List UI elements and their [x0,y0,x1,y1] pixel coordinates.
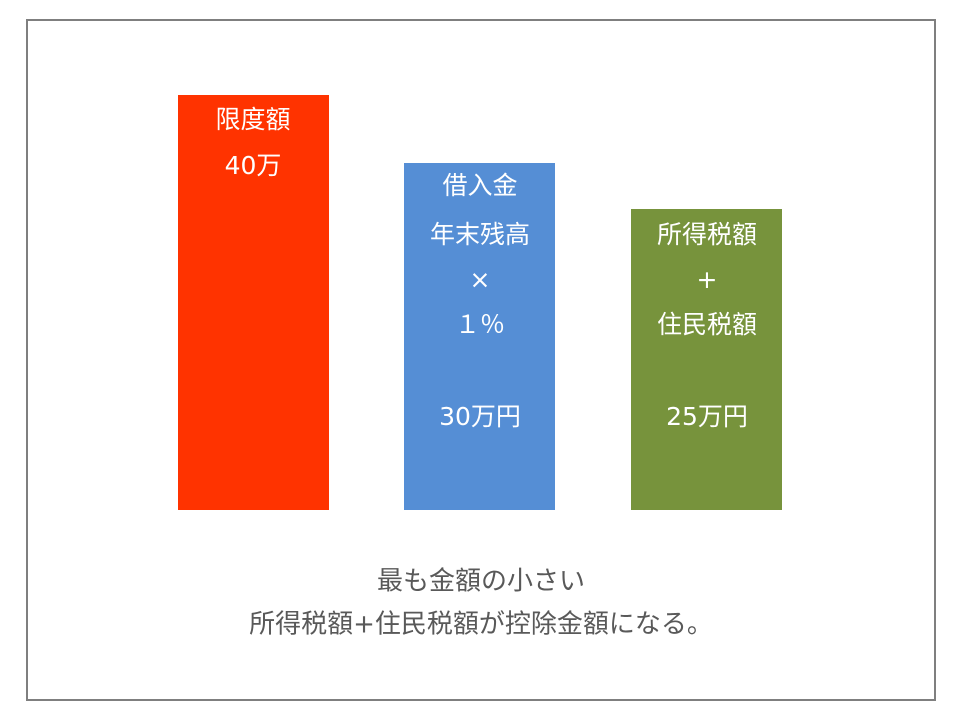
bar-amount: 25万円 [666,402,748,431]
bar-label: + [697,265,718,294]
caption: 最も金額の小さい [377,567,585,597]
bar-label: 借入金 [442,171,517,200]
bar-limit [178,95,329,510]
bar-label: 住民税額 [657,310,757,339]
caption: 所得税額+住民税額が控除金額になる。 [249,610,713,640]
bar-label: 所得税額 [657,220,757,249]
bar-tax [631,209,782,510]
bar-label: 年末残高 [430,220,530,249]
bar-label: 限度額 [215,105,290,134]
bar-label: × [470,265,491,294]
bar-amount: 30万円 [439,402,521,431]
bar-amount: 40万 [225,151,282,180]
bar-loan [404,163,555,510]
bar-label: １％ [455,310,505,339]
